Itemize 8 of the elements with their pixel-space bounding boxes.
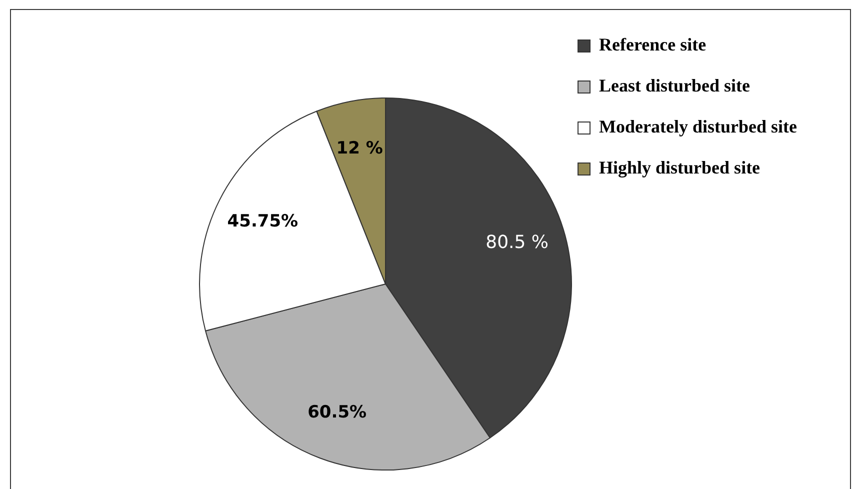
- data-label: 45.75%: [227, 211, 298, 232]
- legend-label: Moderately disturbed site: [599, 116, 798, 137]
- data-label: 12 %: [336, 138, 383, 158]
- data-label: 60.5%: [308, 402, 367, 422]
- legend-label: Highly disturbed site: [599, 158, 760, 178]
- data-label: 80.5 %: [486, 232, 549, 254]
- legend-label: Reference site: [599, 34, 706, 55]
- legend-label: Least disturbed site: [599, 76, 750, 96]
